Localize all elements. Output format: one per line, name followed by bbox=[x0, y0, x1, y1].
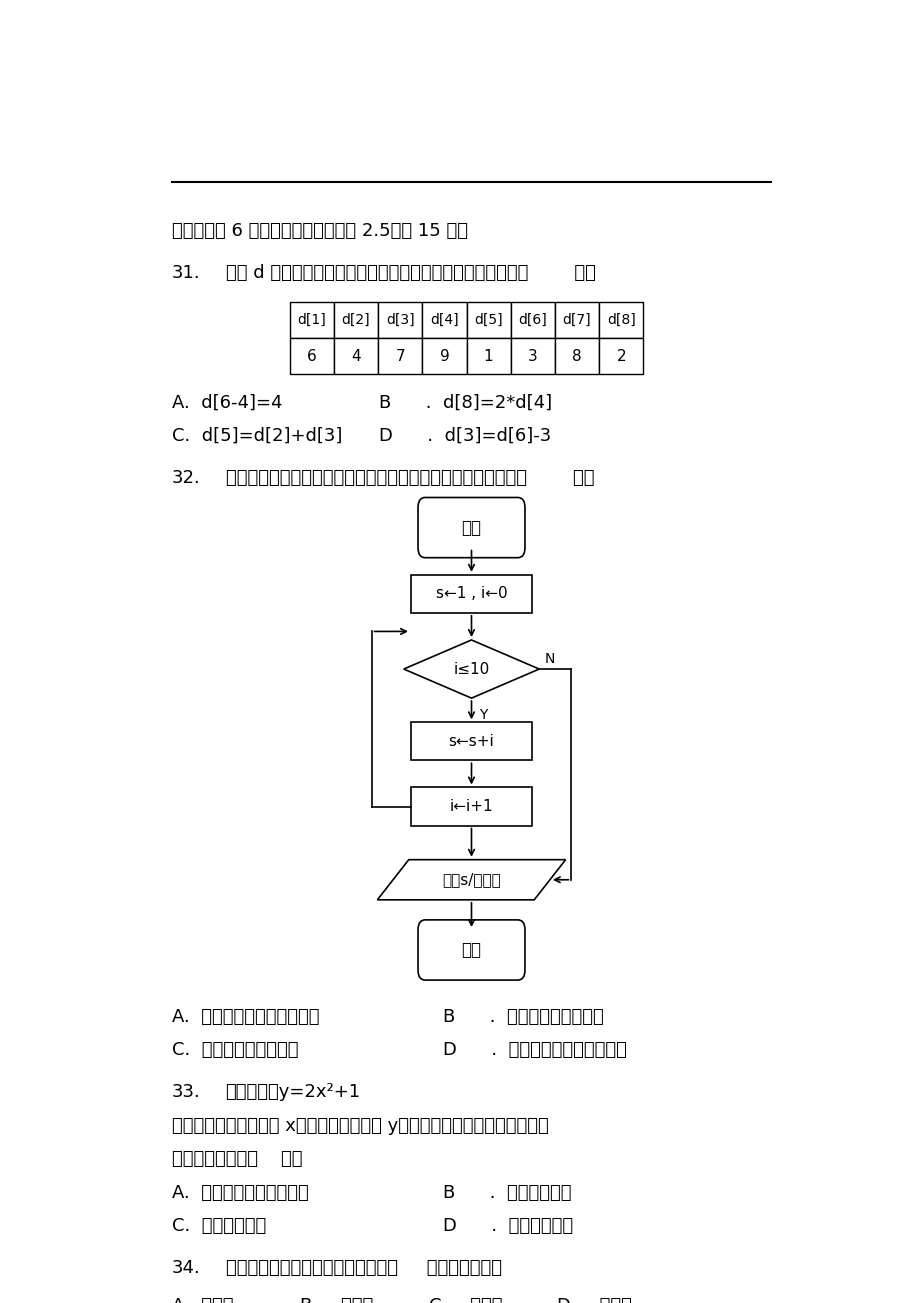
Bar bbox=[598, 302, 642, 337]
Text: d[1]: d[1] bbox=[297, 313, 326, 327]
Text: 数组 d 中的数据存放情形如下表，以下关系表达式成立的是（        ）；: 数组 d 中的数据存放情形如下表，以下关系表达式成立的是（ ）； bbox=[225, 263, 595, 281]
Text: 9: 9 bbox=[439, 348, 448, 364]
Text: D      .  该算法不符合确定性特点: D . 该算法不符合确定性特点 bbox=[443, 1041, 626, 1059]
Text: 2: 2 bbox=[616, 348, 625, 364]
Text: C.  d[5]=d[2]+d[3]: C. d[5]=d[2]+d[3] bbox=[172, 426, 342, 444]
Text: D      .  d[3]=d[6]-3: D . d[3]=d[6]-3 bbox=[379, 426, 550, 444]
Text: C.  只有分支结构: C. 只有分支结构 bbox=[172, 1217, 266, 1235]
Bar bbox=[411, 722, 531, 761]
Text: A.  有次序结构和分支结构: A. 有次序结构和分支结构 bbox=[172, 1183, 309, 1201]
Text: 算法就是为解决某一问题而设计的（     ）有限的步骤；: 算法就是为解决某一问题而设计的（ ）有限的步骤； bbox=[225, 1259, 501, 1277]
Bar bbox=[422, 302, 466, 337]
Text: 31.: 31. bbox=[172, 263, 200, 281]
Bar bbox=[510, 337, 554, 374]
Bar bbox=[422, 337, 466, 374]
Text: d[6]: d[6] bbox=[518, 313, 547, 327]
Bar bbox=[378, 302, 422, 337]
Text: B      .  该算法没有数据输入: B . 该算法没有数据输入 bbox=[443, 1009, 603, 1027]
Text: d[3]: d[3] bbox=[385, 313, 414, 327]
Bar bbox=[289, 337, 334, 374]
Text: A.  d[6-4]=4: A. d[6-4]=4 bbox=[172, 394, 282, 412]
Text: C.  该算法没有输出步骤: C. 该算法没有输出步骤 bbox=[172, 1041, 298, 1059]
Bar bbox=[378, 337, 422, 374]
Text: B      .  只有次序结构: B . 只有次序结构 bbox=[443, 1183, 571, 1201]
Text: B  .  确定的: B . 确定的 bbox=[300, 1296, 373, 1303]
Text: d[8]: d[8] bbox=[607, 313, 635, 327]
Bar bbox=[289, 302, 334, 337]
Text: A.  该算法不符合有穷性特点: A. 该算法不符合有穷性特点 bbox=[172, 1009, 319, 1027]
Text: 4: 4 bbox=[351, 348, 360, 364]
Text: 开始: 开始 bbox=[461, 519, 481, 537]
Text: D  .  模糊的: D . 模糊的 bbox=[557, 1296, 631, 1303]
Text: Y: Y bbox=[478, 709, 486, 722]
Bar bbox=[334, 337, 378, 374]
Text: 8: 8 bbox=[572, 348, 581, 364]
FancyBboxPatch shape bbox=[417, 498, 525, 558]
Bar bbox=[411, 787, 531, 826]
Text: 结束: 结束 bbox=[461, 941, 481, 959]
Text: d[7]: d[7] bbox=[562, 313, 591, 327]
Text: 输出s/自然数: 输出s/自然数 bbox=[442, 872, 500, 887]
Bar bbox=[554, 302, 598, 337]
Text: 通过键盘输入一个实数 x的值，运算并输出 y的值；用流程图描述该算法时，: 通过键盘输入一个实数 x的值，运算并输出 y的值；用流程图描述该算法时， bbox=[172, 1117, 549, 1135]
Text: 已知函数：y=2x²+1: 已知函数：y=2x²+1 bbox=[225, 1083, 360, 1101]
Text: d[4]: d[4] bbox=[429, 313, 459, 327]
Text: 32.: 32. bbox=[172, 469, 200, 487]
Text: i≤10: i≤10 bbox=[453, 662, 489, 676]
Text: A.  相同的: A. 相同的 bbox=[172, 1296, 233, 1303]
Bar bbox=[466, 337, 510, 374]
Text: 33.: 33. bbox=[172, 1083, 200, 1101]
Text: N: N bbox=[544, 652, 555, 666]
Text: 以下流程图描述的算法有错，依据算法的特点，错误的缘由是（        ）；: 以下流程图描述的算法有错，依据算法的特点，错误的缘由是（ ）； bbox=[225, 469, 594, 487]
Text: C  .  任意的: C . 任意的 bbox=[428, 1296, 502, 1303]
Text: B      .  d[8]=2*d[4]: B . d[8]=2*d[4] bbox=[379, 394, 551, 412]
FancyBboxPatch shape bbox=[417, 920, 525, 980]
Text: 3: 3 bbox=[528, 348, 537, 364]
Bar bbox=[466, 302, 510, 337]
Text: d[5]: d[5] bbox=[474, 313, 503, 327]
Text: s←1 , i←0: s←1 , i←0 bbox=[436, 586, 506, 601]
Bar bbox=[411, 575, 531, 612]
Text: D      .  只有循环结构: D . 只有循环结构 bbox=[443, 1217, 573, 1235]
Text: i←i+1: i←i+1 bbox=[449, 799, 493, 814]
Bar bbox=[334, 302, 378, 337]
Text: d[2]: d[2] bbox=[341, 313, 370, 327]
Text: s←s+i: s←s+i bbox=[448, 734, 494, 749]
Text: 34.: 34. bbox=[172, 1259, 200, 1277]
Bar bbox=[598, 337, 642, 374]
Text: 7: 7 bbox=[395, 348, 404, 364]
Bar bbox=[554, 337, 598, 374]
Bar bbox=[510, 302, 554, 337]
Polygon shape bbox=[403, 640, 539, 698]
Text: 包括的基本结构（    ）；: 包括的基本结构（ ）； bbox=[172, 1149, 302, 1167]
Text: 1: 1 bbox=[483, 348, 493, 364]
Text: 说明：以下 6 题为单项挑选题，每题 2.5，其 15 分；: 说明：以下 6 题为单项挑选题，每题 2.5，其 15 分； bbox=[172, 222, 468, 240]
Polygon shape bbox=[377, 860, 565, 900]
Text: 6: 6 bbox=[307, 348, 316, 364]
